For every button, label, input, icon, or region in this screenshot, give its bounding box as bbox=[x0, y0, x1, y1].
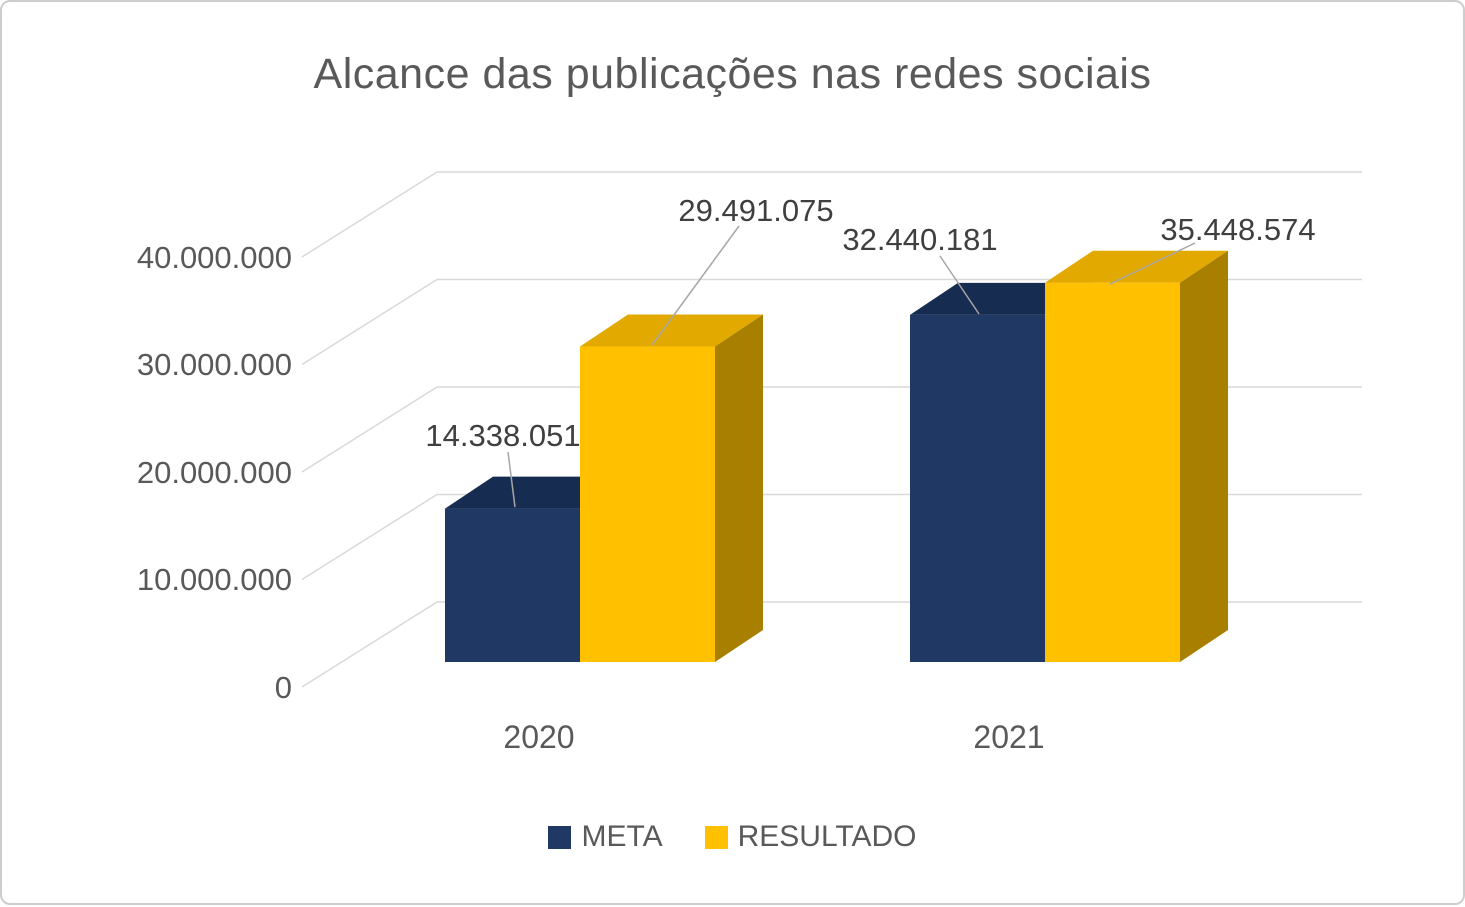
label-leader-lines bbox=[507, 225, 1196, 508]
legend-swatch-meta bbox=[548, 825, 572, 849]
legend-label-meta: META bbox=[581, 820, 663, 853]
data-label-resultado-2020: 29.491.075 bbox=[678, 193, 834, 228]
data-label-meta-2021: 32.440.181 bbox=[842, 222, 998, 257]
y-axis-tick-0: 0 bbox=[274, 670, 292, 705]
legend-swatch-resultado bbox=[704, 825, 728, 849]
chart-title: Alcance das publicações nas redes sociai… bbox=[313, 50, 1152, 98]
y-axis-tick-3: 30.000.000 bbox=[136, 347, 292, 382]
legend-label-resultado: RESULTADO bbox=[737, 820, 917, 853]
legend: META RESULTADO bbox=[2, 822, 1463, 852]
bar-resultado-2021[interactable] bbox=[1045, 250, 1228, 662]
data-label-meta-2020: 14.338.051 bbox=[425, 418, 581, 453]
data-label-resultado-2021: 35.448.574 bbox=[1160, 212, 1316, 247]
y-axis-tick-2: 20.000.000 bbox=[136, 455, 292, 490]
legend-item-meta[interactable]: META bbox=[548, 820, 663, 853]
x-axis-category-2020: 2020 bbox=[503, 719, 575, 755]
y-axis-tick-4: 40.000.000 bbox=[136, 240, 292, 275]
x-axis-category-2021: 2021 bbox=[973, 719, 1045, 755]
bar-resultado-2020[interactable] bbox=[580, 314, 763, 662]
legend-item-resultado[interactable]: RESULTADO bbox=[704, 820, 917, 853]
bar-meta-2020[interactable] bbox=[445, 476, 628, 662]
y-axis-tick-1: 10.000.000 bbox=[136, 562, 292, 597]
